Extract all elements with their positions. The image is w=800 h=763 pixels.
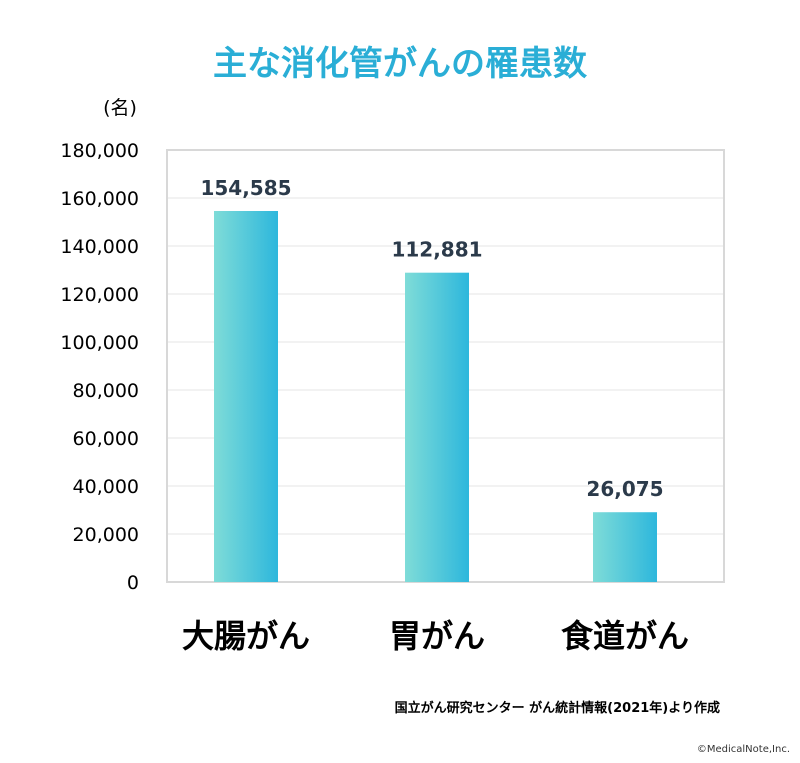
source-note: 国立がん研究センター がん統計情報(2021年)より作成 <box>395 700 720 716</box>
y-tick-label: 160,000 <box>60 188 139 210</box>
y-tick-label: 40,000 <box>73 476 139 498</box>
x-category-label: 胃がん <box>389 617 485 655</box>
x-category-label: 食道がん <box>561 617 689 655</box>
y-axis-ticks: 0 20,000 40,000 60,000 80,000 100,000 120,000 1… <box>60 140 139 594</box>
data-labels: 154,585 112,881 26,075 <box>200 176 663 501</box>
bar <box>593 512 657 582</box>
chart-title: 主な消化管がんの罹患数 <box>213 44 587 84</box>
x-axis-categories: 大腸がん 胃がん 食道がん <box>182 617 689 655</box>
y-tick-label: 180,000 <box>60 140 139 162</box>
data-label: 154,585 <box>200 176 291 200</box>
y-tick-label: 60,000 <box>73 428 139 450</box>
bar <box>405 272 469 582</box>
data-label: 112,881 <box>391 238 482 262</box>
y-tick-label: 0 <box>127 572 139 594</box>
data-label: 26,075 <box>586 477 663 501</box>
y-tick-label: 20,000 <box>73 524 139 546</box>
y-tick-label: 100,000 <box>60 332 139 354</box>
y-tick-label: 80,000 <box>73 380 139 402</box>
bars <box>214 210 657 582</box>
y-tick-label: 120,000 <box>60 284 139 306</box>
copyright: ©MedicalNote,Inc. <box>697 744 790 755</box>
x-category-label: 大腸がん <box>182 617 310 655</box>
y-axis-unit-label: (名) <box>103 97 137 119</box>
y-tick-label: 140,000 <box>60 236 139 258</box>
bar <box>214 210 278 582</box>
